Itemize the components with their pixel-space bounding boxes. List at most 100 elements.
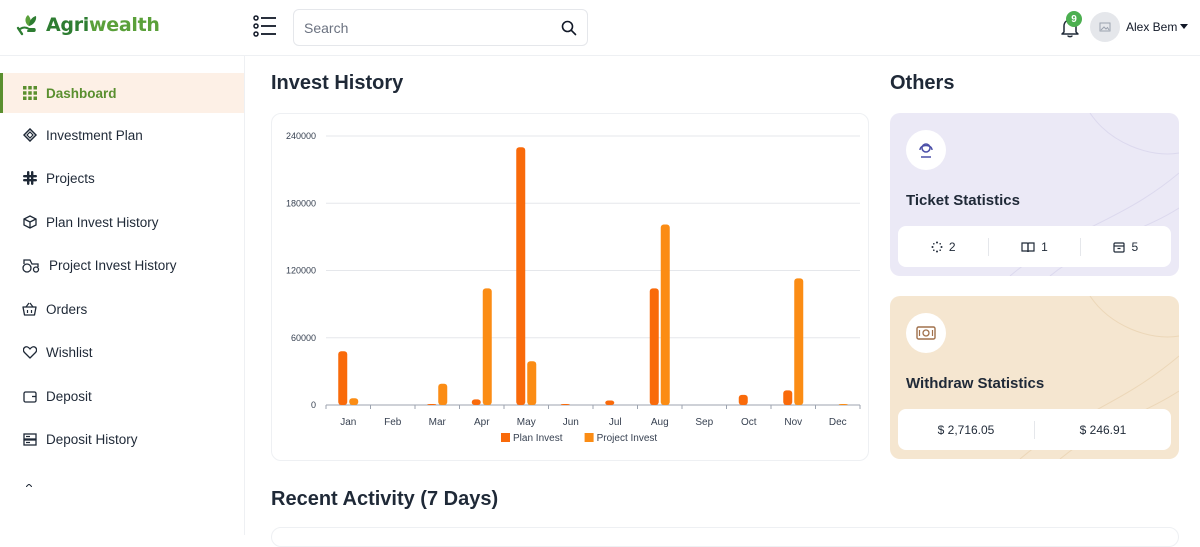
menu-toggle-icon[interactable] (253, 15, 277, 37)
ticket-pending-count: 2 (948, 239, 956, 254)
server-icon (22, 432, 37, 447)
withdraw-statistics-title: Withdraw Statistics (906, 375, 1045, 392)
withdraw-stats-strip: $ 2,716.05 $ 246.91 (898, 409, 1171, 450)
x-tick-label: Mar (429, 417, 447, 428)
bar-project-invest-nov (794, 278, 804, 405)
y-tick-label: 180000 (286, 198, 316, 208)
basket-icon (22, 302, 37, 317)
bar-project-invest-may (527, 361, 537, 405)
avatar[interactable] (1090, 12, 1120, 42)
archive-icon (1113, 241, 1126, 253)
ticket-statistics-card: Ticket Statistics 2 1 5 (890, 113, 1179, 276)
cash-icon-circle (906, 313, 946, 353)
loader-icon (931, 241, 943, 252)
bar-project-invest-apr (482, 288, 492, 405)
invest-history-title: Invest History (271, 72, 404, 94)
book-open-icon (1021, 241, 1035, 252)
legend-swatch (584, 433, 594, 442)
divider (1034, 420, 1035, 439)
withdraw-amount-2: $ 246.91 (1035, 423, 1171, 437)
bar-plan-invest-mar (427, 404, 437, 405)
x-tick-label: Dec (829, 417, 847, 428)
withdraw-amount-1-value: $ 2,716.05 (937, 422, 995, 437)
others-title: Others (890, 72, 955, 94)
x-tick-label: Feb (384, 417, 402, 428)
bar-plan-invest-oct (738, 394, 748, 405)
bar-plan-invest-aug (649, 288, 659, 405)
bar-project-invest-aug (660, 224, 670, 405)
sidebar-item-label: Orders (46, 301, 88, 317)
x-tick-label: Nov (784, 417, 802, 428)
sidebar-item-label: Project Invest History (49, 257, 177, 273)
sidebar-item-deposit[interactable]: Deposit (0, 376, 244, 416)
withdraw-statistics-card: Withdraw Statistics $ 2,716.05 $ 246.91 (890, 296, 1179, 459)
invest-history-chart: 0 60000 120000 180000 240000 Jan Feb Mar Apr May J… (286, 131, 861, 444)
sidebar-item-projects[interactable]: Projects (0, 158, 244, 198)
notification-count-badge: 9 (1066, 11, 1082, 27)
sidebar-item-plan-invest-history[interactable]: Plan Invest History (0, 202, 244, 242)
sidebar: Dashboard Investment Plan Projects Plan … (0, 56, 245, 535)
y-tick-label: 60000 (291, 333, 316, 343)
logo-text: Agriwealth (46, 14, 160, 36)
withdraw-amount-2-value: $ 246.91 (1079, 422, 1127, 437)
divider (1079, 237, 1081, 256)
bar-plan-invest-may (516, 147, 526, 406)
legend-swatch (501, 433, 510, 442)
grid-icon (22, 86, 37, 101)
sidebar-item-orders[interactable]: Orders (0, 289, 244, 329)
x-tick-label: Jan (340, 417, 356, 428)
ticket-closed-count: 5 (1131, 239, 1139, 254)
user-name[interactable]: Alex Bem (1126, 20, 1178, 34)
slack-icon (22, 171, 37, 186)
legend-label: Plan Invest (513, 433, 563, 444)
invest-history-chart-card: 0 60000 120000 180000 240000 Jan Feb Mar Apr May J… (271, 113, 869, 461)
x-tick-label: Jun (563, 417, 579, 428)
recent-activity-title: Recent Activity (7 Days) (271, 488, 499, 510)
image-placeholder-icon (1099, 22, 1111, 32)
bar-project-invest-mar (438, 383, 448, 405)
y-tick-label: 120000 (286, 266, 316, 276)
sidebar-item-label: Wishlist (46, 344, 93, 360)
sidebar-item-deposit-history[interactable]: Deposit History (0, 419, 244, 459)
support-icon-circle (906, 130, 946, 170)
bar-project-invest-dec (838, 404, 848, 405)
x-tick-label: Oct (741, 417, 757, 428)
box-icon (22, 215, 37, 230)
bar-plan-invest-jan (338, 351, 348, 405)
sidebar-item-label: Dashboard (46, 85, 117, 101)
bar-plan-invest-jun (560, 404, 570, 405)
x-tick-label: May (517, 417, 536, 428)
search-input[interactable] (304, 19, 561, 36)
sidebar-item-dashboard[interactable]: Dashboard (0, 73, 244, 113)
top-header: Agriwealth 9 Alex Bem (0, 0, 1200, 56)
x-tick-label: Apr (474, 417, 490, 428)
sidebar-item-label: Investment Plan (46, 127, 143, 143)
sidebar-item-wishlist[interactable]: Wishlist (0, 332, 244, 372)
cash-icon (916, 326, 936, 340)
sidebar-item-project-invest-history[interactable]: Project Invest History (0, 245, 244, 285)
ticket-statistics-title: Ticket Statistics (906, 192, 1020, 209)
scroll-more-indicator (25, 474, 33, 488)
search-icon[interactable] (561, 20, 577, 36)
x-tick-label: Aug (651, 417, 669, 428)
logo[interactable]: Agriwealth (16, 12, 160, 38)
tractor-icon (22, 258, 40, 273)
leaf-hand-logo-icon (16, 15, 37, 36)
search-box (293, 9, 588, 46)
sidebar-item-label: Deposit (46, 388, 92, 404)
ticket-pending-stat: 2 (898, 240, 988, 254)
withdraw-amount-1: $ 2,716.05 (898, 423, 1034, 437)
sidebar-item-label: Projects (46, 170, 95, 186)
bar-plan-invest-apr (471, 399, 481, 405)
bar-plan-invest-jul (605, 400, 615, 405)
heart-icon (22, 345, 37, 360)
headset-icon (919, 143, 933, 158)
wallet-icon (22, 389, 37, 404)
ticket-open-count: 1 (1041, 239, 1048, 254)
chevron-down-icon[interactable] (1180, 24, 1188, 29)
ticket-stats-strip: 2 1 5 (898, 226, 1171, 267)
sidebar-item-label: Plan Invest History (46, 214, 159, 230)
sidebar-item-investment-plan[interactable]: Investment Plan (0, 115, 244, 155)
layers-icon (22, 128, 37, 143)
y-tick-label: 0 (311, 400, 316, 410)
